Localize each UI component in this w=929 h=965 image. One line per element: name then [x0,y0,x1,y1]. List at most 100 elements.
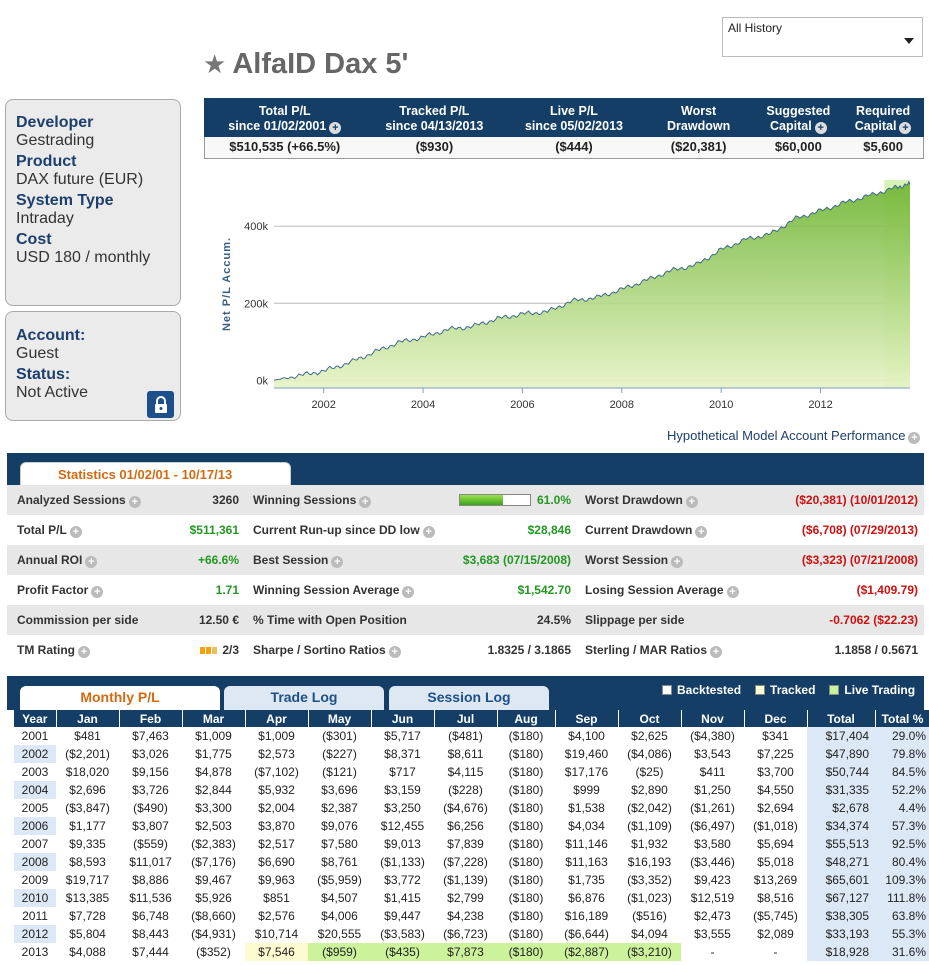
year-cell: 2012 [14,925,56,943]
developer-panel: Developer Gestrading Product DAX future … [5,99,181,306]
column-header[interactable]: Total [807,710,876,727]
column-header[interactable]: Total % [875,710,929,727]
table-cell: $19,717 [65,873,110,887]
plus-icon[interactable]: + [331,555,344,568]
stat-value: $3,683 (07/15/2008) [455,553,577,567]
plus-icon[interactable]: + [329,122,342,134]
stat-value: $28,846 [455,523,577,537]
column-header[interactable]: Oct [618,710,682,727]
summary-value-5: $5,600 [863,139,903,154]
year-cell: 2007 [21,837,49,851]
table-cell: $2,503 [195,819,232,833]
column-header[interactable]: Mar [182,710,246,727]
stat-value-text: 1.8325 / 3.1865 [487,643,571,657]
stat-value-text: -0.7062 ($22.23) [829,613,918,627]
column-header[interactable]: Year [14,710,57,727]
column-header[interactable]: Dec [744,710,808,727]
table-cell: $481 [74,729,101,743]
table-row: 2011 $7,728 $6,748 ($8,660) $2,576 $4,006 $9,4… [14,907,929,925]
plus-icon[interactable]: + [685,495,698,508]
plus-icon[interactable]: + [695,525,708,538]
stat-value: $1,542.70 [455,583,577,597]
table-cell: ($2,201) [65,747,110,761]
column-header[interactable]: Apr [245,710,309,727]
rating-square [200,647,206,654]
summary-header-line2: Capital [770,119,812,133]
table-cell: $50,744 [807,763,875,781]
product-value: DAX future (EUR) [16,171,144,188]
table-cell: $4,094 [631,927,668,941]
table-cell: ($180) [497,943,555,961]
stat-value: ($1,409.79) [777,583,924,597]
history-select[interactable]: All History [722,17,923,57]
stat-label-text: Winning Sessions [253,492,357,507]
plus-icon[interactable]: + [908,432,921,444]
table-cell: $7,728 [69,909,106,923]
table-cell: $4,034 [568,819,605,833]
plus-icon[interactable]: + [69,525,82,538]
table-cell: $1,177 [69,819,106,833]
developer-label: Developer [16,114,94,131]
rating-bars-icon [200,643,218,657]
plus-icon[interactable]: + [359,495,372,508]
plus-icon[interactable]: + [671,555,684,568]
plus-icon[interactable]: + [726,585,739,598]
column-header[interactable]: Jan [56,710,120,727]
plus-icon[interactable]: + [128,495,141,508]
plus-icon[interactable]: + [710,645,723,658]
table-cell: $9,963 [258,873,295,887]
table-cell: $9,335 [69,837,106,851]
table-cell: ($2,042) [627,801,672,815]
column-header[interactable]: Jul [434,710,498,727]
stat-value-text: 61.0% [536,493,571,507]
table-cell: $8,761 [321,855,358,869]
plus-icon[interactable]: + [402,585,415,598]
stat-label: Winning Session Average + [245,583,455,598]
plus-icon[interactable]: + [91,585,104,598]
plus-icon[interactable]: + [85,555,98,568]
stat-label: Commission per side [7,613,138,627]
stat-label: Profit Factor + [7,583,132,598]
column-header[interactable]: Feb [119,710,183,727]
column-header[interactable]: Nov [681,710,745,727]
x-tick-label: 2002 [311,399,335,411]
table-cell: $2,387 [321,801,358,815]
tab-monthly-pl[interactable]: Monthly P/L [20,686,220,710]
stat-value-text: 3260 [212,493,239,507]
column-header[interactable]: Jun [371,710,435,727]
table-cell: $3,159 [384,783,421,797]
lock-icon[interactable] [147,391,174,418]
summary-header-line1: Suggested [766,104,831,118]
table-cell: ($3,847) [65,801,110,815]
table-cell: ($6,497) [690,819,735,833]
plus-icon[interactable]: + [814,122,827,134]
table-cell: $8,443 [132,927,169,941]
table-cell: ($6,644) [564,927,609,941]
table-cell: ($180) [508,855,544,869]
tab-statistics[interactable]: Statistics 01/02/01 - 10/17/13 [20,462,291,486]
stat-value: ($20,381) (10/01/2012) [777,493,924,507]
system-title-bar: ★ AlfaID Dax 5' [203,46,408,82]
stat-label-text: Total P/L [17,522,67,537]
plus-icon[interactable]: + [899,122,912,134]
table-cell: ($7,176) [191,855,236,869]
table-cell: $1,009 [258,729,295,743]
column-header[interactable]: May [308,710,372,727]
tab-trade-log[interactable]: Trade Log [224,686,384,710]
stat-label: Winning Sessions + [245,493,455,508]
plus-icon[interactable]: + [78,645,90,658]
plus-icon[interactable]: + [422,525,435,538]
table-cell: $6,748 [132,909,169,923]
table-cell: 111.8% [875,889,929,907]
plus-icon[interactable]: + [388,645,401,658]
stat-row: Analyzed Sessions +3260 Winning Sessions +6… [7,485,924,515]
tab-session-log[interactable]: Session Log [389,686,549,710]
table-row: 2012 $5,804 $8,443 ($4,931) $10,714 $20,555 ($… [14,925,929,943]
hypothetical-performance-link[interactable]: Hypothetical Model Account Performance + [667,428,921,444]
star-icon[interactable]: ★ [203,49,227,79]
table-cell: $17,404 [807,727,875,745]
table-cell: $8,611 [447,747,484,761]
column-header[interactable]: Sep [555,710,619,727]
column-header[interactable]: Aug [497,710,556,727]
stat-label: Sharpe / Sortino Ratios + [245,643,455,658]
